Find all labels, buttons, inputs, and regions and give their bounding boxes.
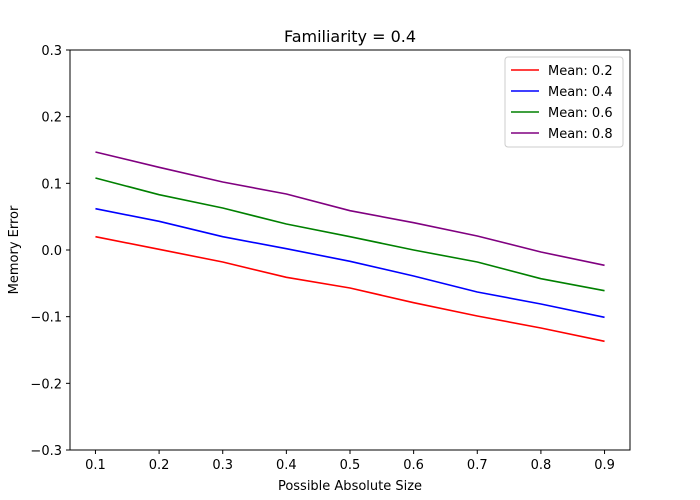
y-axis-label: Memory Error	[7, 205, 22, 294]
y-tick-label: 0.3	[41, 44, 62, 59]
series-line-3	[95, 177, 605, 292]
series-line-1	[95, 235, 605, 343]
y-tick-label: 0.2	[41, 111, 62, 126]
y-axis: −0.3 −0.2 −0.1 0.0 0.1 0.2 0.3	[30, 44, 70, 459]
legend-box	[504, 56, 624, 148]
y-tick-label: −0.3	[30, 444, 62, 459]
x-tick-label: 0.6	[403, 458, 424, 473]
legend-label: Mean: 0.2	[548, 64, 613, 79]
legend-label: Mean: 0.8	[548, 127, 613, 142]
legend: Mean: 0.2 Mean: 0.4 Mean: 0.6 Mean: 0.8	[504, 56, 624, 148]
x-tick-label: 0.7	[467, 458, 488, 473]
series-line-2	[95, 207, 605, 319]
x-tick-label: 0.4	[276, 458, 297, 473]
y-tick-label: −0.2	[30, 377, 62, 392]
x-axis: 0.1 0.2 0.3 0.4 0.5 0.6 0.7 0.8 0.9	[85, 450, 615, 473]
x-tick-label: 0.3	[212, 458, 233, 473]
x-tick-label: 0.2	[149, 458, 170, 473]
x-tick-label: 0.5	[340, 458, 361, 473]
x-tick-label: 0.1	[85, 458, 106, 473]
y-tick-label: −0.1	[30, 311, 62, 326]
x-tick-label: 0.8	[531, 458, 552, 473]
x-tick-label: 0.9	[594, 458, 615, 473]
chart-title: Familiarity = 0.4	[284, 27, 416, 46]
y-tick-label: 0.1	[41, 177, 62, 192]
series-layer	[95, 151, 605, 343]
legend-label: Mean: 0.4	[548, 85, 613, 100]
series-line-4	[95, 151, 605, 267]
y-tick-label: 0.0	[41, 244, 62, 259]
x-axis-label: Possible Absolute Size	[278, 479, 422, 494]
legend-label: Mean: 0.6	[548, 106, 613, 121]
